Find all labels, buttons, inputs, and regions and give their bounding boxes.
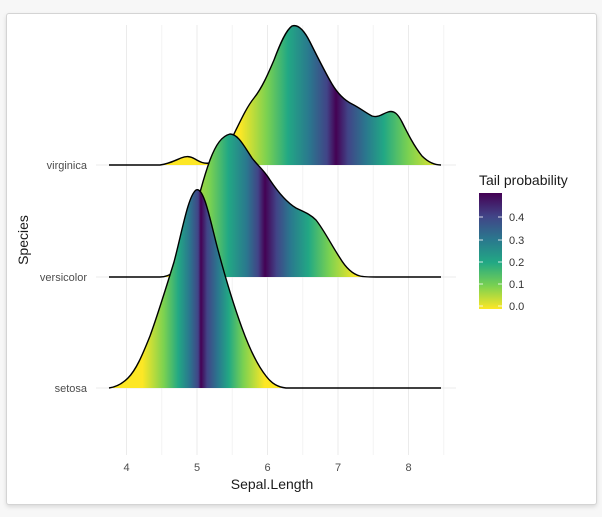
y-tick-versicolor: versicolor xyxy=(40,272,87,284)
legend-ticks xyxy=(479,216,502,307)
x-tick-5: 5 xyxy=(194,462,200,474)
ridge-setosa xyxy=(108,189,441,389)
legend: Tail probability 0.4 0.3 0.2 0.1 0.0 xyxy=(479,172,568,313)
x-axis: 4 5 6 7 8 Sepal.Length xyxy=(123,462,411,492)
y-tick-setosa: setosa xyxy=(55,383,88,395)
legend-label-0.2: 0.2 xyxy=(509,257,524,269)
legend-label-0.3: 0.3 xyxy=(509,235,524,247)
legend-title: Tail probability xyxy=(479,172,568,188)
legend-label-0.0: 0.0 xyxy=(509,301,524,313)
x-axis-title: Sepal.Length xyxy=(231,476,314,492)
legend-colorbar xyxy=(479,193,502,309)
ridge-virginica xyxy=(109,24,442,166)
y-tick-virginica: virginica xyxy=(47,160,88,172)
legend-label-0.1: 0.1 xyxy=(509,279,524,291)
x-tick-6: 6 xyxy=(264,462,270,474)
legend-label-0.4: 0.4 xyxy=(509,212,524,224)
y-axis: virginica versicolor setosa Species xyxy=(15,160,88,395)
x-tick-8: 8 xyxy=(405,462,411,474)
y-axis-title: Species xyxy=(15,215,31,265)
x-tick-4: 4 xyxy=(123,462,129,474)
x-tick-7: 7 xyxy=(335,462,341,474)
